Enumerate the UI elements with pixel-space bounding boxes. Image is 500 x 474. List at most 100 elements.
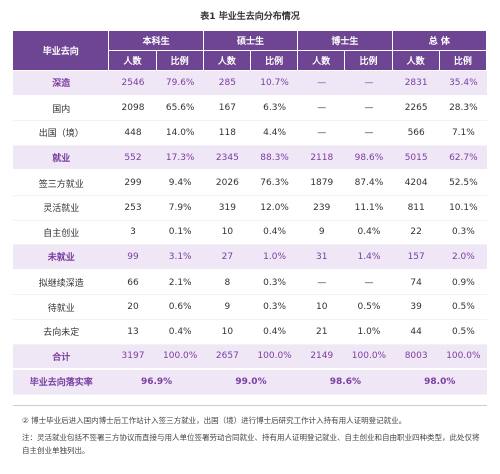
cell: 99 xyxy=(109,245,157,271)
cell: 2345 xyxy=(203,145,251,172)
cell: 8 xyxy=(203,271,251,296)
cell: 8003 xyxy=(392,344,440,371)
notes: ② 博士毕业后进入国内博士后工作站计入签三方就业，出国（境）进行博士后研究工作计… xyxy=(22,414,482,461)
cell: 100.0% xyxy=(250,344,299,371)
cell: 239 xyxy=(298,196,346,221)
note: 注：灵活就业包括不签署三方协议而直接与用人单位签署劳动合同就业、持有用人证明登记… xyxy=(22,433,480,455)
row-label: 国内 xyxy=(13,97,110,122)
cell: 0.5% xyxy=(439,295,487,320)
row-label: 待就业 xyxy=(13,295,110,320)
group-header: 博士生 xyxy=(298,31,393,51)
table-row: 待就业 20 0.6% 9 0.3% 10 0.5% 39 0.5% xyxy=(13,295,487,320)
sub-header: 人数 xyxy=(392,51,440,71)
cell: 98.6% xyxy=(298,370,393,395)
cell: 87.4% xyxy=(345,171,393,196)
cell: 0.1% xyxy=(156,221,204,246)
table-row: 灵活就业 253 7.9% 319 12.0% 239 11.1% 811 10.1% xyxy=(13,196,487,221)
cell: 66 xyxy=(109,271,157,296)
cell: 9 xyxy=(298,221,346,246)
sub-header: 比例 xyxy=(156,51,204,71)
cell: 99.0% xyxy=(203,370,299,395)
cell: — xyxy=(298,121,346,146)
cell: 28.3% xyxy=(439,97,487,122)
cell: 1.4% xyxy=(345,245,393,271)
cell: 6.3% xyxy=(250,97,299,122)
cell: 98.6% xyxy=(345,145,393,172)
cell: 10 xyxy=(203,320,251,345)
cell: — xyxy=(345,97,393,122)
cell: 11.1% xyxy=(345,196,393,221)
cell: 2026 xyxy=(203,171,251,196)
cell: 7.9% xyxy=(156,196,204,221)
note: ② 博士毕业后进入国内博士后工作站计入签三方就业，出国（境）进行博士后研究工作计… xyxy=(22,416,407,425)
row-label: 毕业去向落实率 xyxy=(13,370,110,395)
cell: 0.4% xyxy=(345,221,393,246)
table-row: 就业 552 17.3% 2345 88.3% 2118 98.6% 5015 62.7% xyxy=(13,145,487,172)
cell: 27 xyxy=(203,245,251,271)
cell: 1.0% xyxy=(345,320,393,345)
cell: 9 xyxy=(203,295,251,320)
cell: 10.1% xyxy=(439,196,487,221)
cell: 0.5% xyxy=(345,295,393,320)
cell: 0.6% xyxy=(156,295,204,320)
row-label: 未就业 xyxy=(13,245,110,271)
cell: 10.7% xyxy=(250,71,299,97)
cell: 0.9% xyxy=(439,271,487,296)
cell: 20 xyxy=(109,295,157,320)
group-header: 硕士生 xyxy=(203,31,299,51)
cell: 62.7% xyxy=(439,145,487,172)
cell: 2657 xyxy=(203,344,251,371)
cell: 31 xyxy=(298,245,346,271)
table-title: 表1 毕业生去向分布情况 xyxy=(200,12,300,22)
cell: 9.4% xyxy=(156,171,204,196)
cell: 0.3% xyxy=(439,221,487,246)
row-label: 就业 xyxy=(13,145,110,172)
table-row: 自主创业 3 0.1% 10 0.4% 9 0.4% 22 0.3% xyxy=(13,221,487,246)
cell: 44 xyxy=(392,320,440,345)
table-row: 去向未定 13 0.4% 10 0.4% 21 1.0% 44 0.5% xyxy=(13,320,487,345)
cell: 2098 xyxy=(109,97,157,122)
cell: 157 xyxy=(392,245,440,271)
cell: — xyxy=(345,121,393,146)
divider xyxy=(13,405,487,406)
cell: 17.3% xyxy=(156,145,204,172)
cell: — xyxy=(298,271,346,296)
sub-header: 比例 xyxy=(250,51,299,71)
cell: 98.0% xyxy=(392,370,487,395)
cell: 76.3% xyxy=(250,171,299,196)
cell: 52.5% xyxy=(439,171,487,196)
cell: 167 xyxy=(203,97,251,122)
sub-header: 比例 xyxy=(439,51,487,71)
table-row: 拟继续深造 66 2.1% 8 0.3% — —74 0.9% xyxy=(13,271,487,296)
cell: 65.6% xyxy=(156,97,204,122)
sub-header: 人数 xyxy=(298,51,346,71)
cell: 0.4% xyxy=(156,320,204,345)
cell: — xyxy=(298,71,346,97)
cell: 10 xyxy=(298,295,346,320)
cell: 4204 xyxy=(392,171,440,196)
cell: 1879 xyxy=(298,171,346,196)
cell: 3.1% xyxy=(156,245,204,271)
cell: 79.6% xyxy=(156,71,204,97)
table: 毕业去向 本科生 硕士生 博士生总 体人数 比例 人数 比例 人数 比例 人数 比例 深造 2546 79… xyxy=(13,31,487,395)
cell: 74 xyxy=(392,271,440,296)
cell: 552 xyxy=(109,145,157,172)
table-row: 国内 2098 65.6% 167 6.3% — —2265 28.3% xyxy=(13,97,487,122)
cell: 285 xyxy=(203,71,251,97)
table-row: 签三方就业 299 9.4% 2026 76.3% 1879 87.4% 4204 52.5% xyxy=(13,171,487,196)
cell: 448 xyxy=(109,121,157,146)
cell: 2.0% xyxy=(439,245,487,271)
header-cell: 毕业去向 xyxy=(13,31,110,71)
cell: 88.3% xyxy=(250,145,299,172)
cell: 12.0% xyxy=(250,196,299,221)
cell: 35.4% xyxy=(439,71,487,97)
cell: 319 xyxy=(203,196,251,221)
header-row: 人数 比例 人数 比例 人数 比例 人数 比例 xyxy=(13,51,487,71)
cell: 100.0% xyxy=(439,344,487,371)
table-row: 出国（境） 448 14.0% 118 4.4% — —566 7.1% xyxy=(13,121,487,146)
row-label: 拟继续深造 xyxy=(13,271,110,296)
group-header: 本科生 xyxy=(109,31,204,51)
cell: 0.3% xyxy=(250,271,299,296)
sub-header: 比例 xyxy=(345,51,393,71)
cell: 3197 xyxy=(109,344,157,371)
